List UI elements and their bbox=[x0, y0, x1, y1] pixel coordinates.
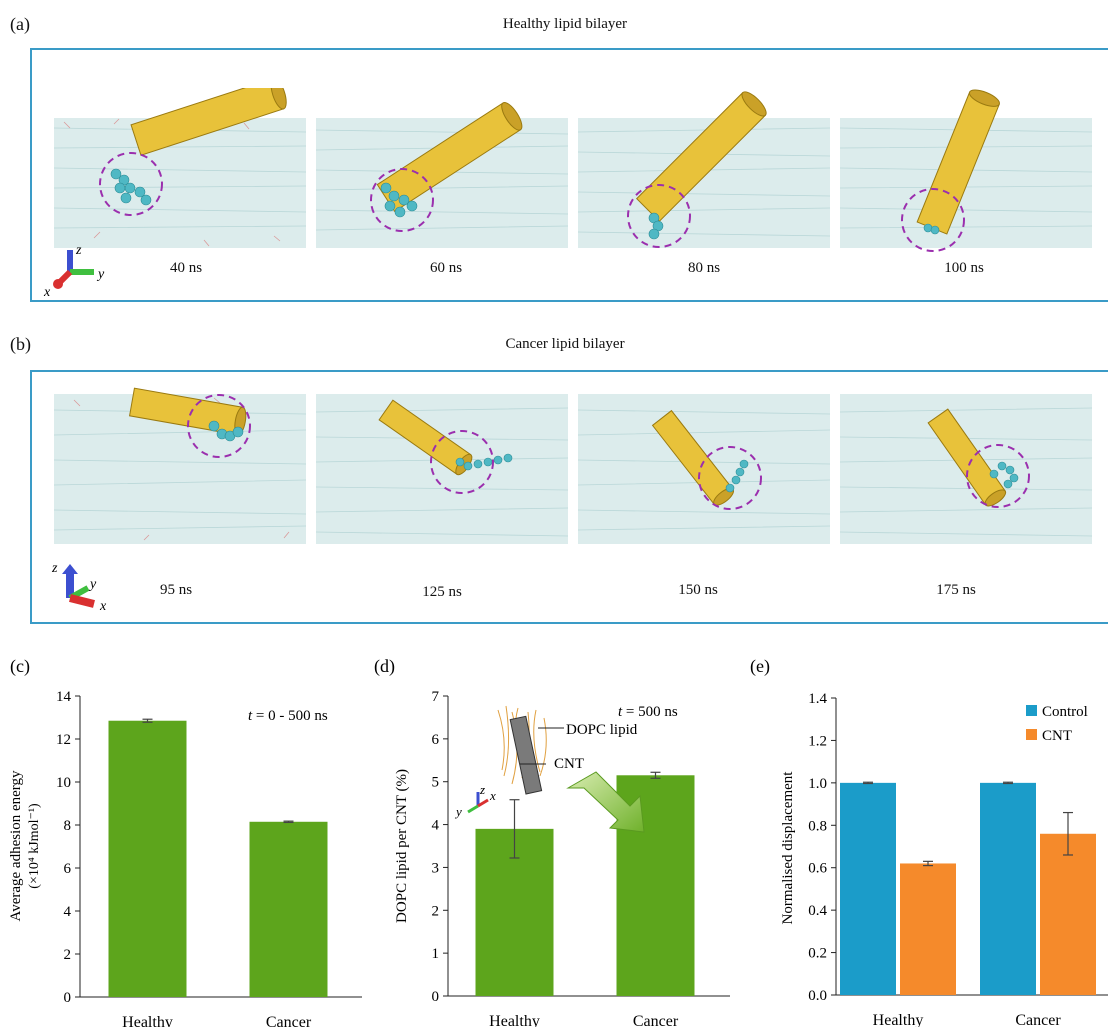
legend-label-cnt: CNT bbox=[1042, 728, 1072, 744]
inset-axis-x: x bbox=[489, 788, 496, 803]
y-tick-label: 0.2 bbox=[808, 946, 827, 962]
y-tick-label: 1.2 bbox=[808, 733, 827, 749]
snapshot-b-175ns bbox=[840, 394, 1092, 544]
y-tick-label: 1 bbox=[432, 946, 440, 962]
inset-axis-y: y bbox=[454, 804, 462, 819]
bar bbox=[900, 863, 956, 995]
axes-triad-b: z y x bbox=[51, 561, 107, 614]
y-tick-label: 2 bbox=[64, 947, 72, 963]
y-axis-label: Normalised displacement bbox=[780, 771, 796, 925]
x-tick-label: Healthy bbox=[489, 1013, 540, 1027]
snapshot-a-100ns bbox=[840, 89, 1092, 252]
x-tick-label: Cancer bbox=[633, 1013, 679, 1027]
snapshot-a-80ns bbox=[578, 91, 830, 248]
y-axis-label: DOPC lipid per CNT (%) bbox=[394, 769, 410, 923]
time-label: 150 ns bbox=[678, 582, 718, 598]
y-tick-label: 1.4 bbox=[808, 691, 827, 707]
axis-y-label: y bbox=[88, 577, 97, 592]
panel-d-label: (d) bbox=[374, 656, 395, 677]
bar bbox=[108, 720, 187, 997]
panel-e-label: (e) bbox=[750, 656, 770, 677]
y-tick-label: 0.4 bbox=[808, 903, 827, 919]
axis-z-label: z bbox=[51, 561, 58, 576]
x-tick-label: Cancer bbox=[266, 1014, 312, 1027]
axis-x-label: x bbox=[43, 285, 51, 298]
time-label: 175 ns bbox=[936, 582, 976, 598]
axes-triad-a: z y x bbox=[43, 243, 105, 298]
snapshot-b-150ns bbox=[578, 394, 830, 544]
panel-a-title: Healthy lipid bilayer bbox=[502, 16, 628, 32]
y-tick-label: 0 bbox=[432, 989, 440, 1005]
time-label: 100 ns bbox=[944, 260, 984, 276]
legend-label-control: Control bbox=[1042, 704, 1088, 720]
y-tick-label: 6 bbox=[432, 732, 440, 748]
snapshot-a-60ns bbox=[316, 101, 568, 248]
panel-c-label: (c) bbox=[10, 656, 30, 677]
bar bbox=[980, 782, 1036, 995]
snapshot-b-95ns bbox=[54, 387, 306, 544]
snapshot-b-125ns bbox=[316, 394, 568, 544]
time-label: 40 ns bbox=[169, 260, 203, 276]
bar bbox=[249, 821, 328, 997]
chart-annotation: t = 500 ns bbox=[618, 704, 678, 720]
panel-b-title: Cancer lipid bilayer bbox=[505, 336, 625, 352]
panel-a-label: (a) bbox=[10, 14, 30, 34]
legend-swatch-cnt bbox=[1026, 729, 1037, 740]
chart-c: (c) 0 2 4 6 8 10 12 14 Healthy Cancer t = 0 - 50… bbox=[8, 656, 362, 1027]
panel-b-label: (b) bbox=[10, 334, 31, 354]
axis-z-label: z bbox=[75, 243, 82, 258]
y-axis-label-units: (×10⁴ kJmol⁻¹) bbox=[27, 803, 42, 889]
time-label: 60 ns bbox=[429, 260, 463, 276]
y-tick-label: 5 bbox=[432, 775, 440, 791]
bar bbox=[1040, 833, 1096, 995]
y-axis-label: Average adhesion energy bbox=[8, 770, 24, 922]
y-tick-label: 12 bbox=[56, 732, 71, 748]
inset-axes-triad: z y x bbox=[454, 782, 496, 819]
panel-b-frame: z y x 95 ns 125 ns 150 ns 175 ns bbox=[30, 370, 1108, 624]
legend: Control CNT bbox=[1026, 704, 1088, 744]
panel-a-frame: z y x 40 ns 60 ns 80 ns 100 ns bbox=[30, 48, 1108, 302]
y-tick-label: 0 bbox=[64, 990, 72, 1006]
bar bbox=[840, 782, 896, 995]
inset-label-dopc: DOPC lipid bbox=[566, 722, 638, 738]
time-label: 80 ns bbox=[687, 260, 721, 276]
x-tick-label: Healthy bbox=[873, 1012, 924, 1027]
inset-label-cnt: CNT bbox=[554, 756, 584, 772]
time-label: 95 ns bbox=[159, 582, 193, 598]
y-tick-label: 4 bbox=[432, 818, 440, 834]
arrow-icon bbox=[566, 771, 645, 833]
y-tick-label: 3 bbox=[432, 860, 440, 876]
y-tick-label: 4 bbox=[64, 904, 72, 920]
y-tick-label: 10 bbox=[56, 775, 71, 791]
chart-d: (d) 0 1 2 3 4 5 6 7 Healthy Cancer DOPC lipid CN… bbox=[374, 656, 730, 1027]
y-tick-label: 6 bbox=[64, 861, 72, 877]
axis-x-label: x bbox=[99, 599, 107, 614]
chart-annotation: t = 0 - 500 ns bbox=[248, 708, 328, 724]
inset-axis-z: z bbox=[479, 782, 485, 797]
y-tick-label: 1.0 bbox=[808, 776, 827, 792]
x-tick-label: Healthy bbox=[122, 1014, 173, 1027]
y-tick-label: 0.6 bbox=[808, 861, 827, 877]
axis-y-label: y bbox=[96, 267, 105, 282]
snapshot-a-40ns bbox=[54, 88, 306, 248]
time-label: 125 ns bbox=[422, 584, 462, 600]
legend-swatch-control bbox=[1026, 705, 1037, 716]
y-tick-label: 8 bbox=[64, 818, 72, 834]
y-tick-label: 2 bbox=[432, 903, 440, 919]
chart-e: (e) 0.0 0.2 0.4 0.6 0.8 1.0 1.2 1.4 Healthy Canc… bbox=[750, 656, 1108, 1027]
y-tick-label: 0.0 bbox=[808, 988, 827, 1004]
y-tick-label: 14 bbox=[56, 689, 72, 705]
x-tick-label: Cancer bbox=[1015, 1012, 1061, 1027]
inset-cnt-lipid-illustration: DOPC lipid CNT bbox=[497, 705, 638, 795]
y-tick-label: 0.8 bbox=[808, 818, 827, 834]
y-tick-label: 7 bbox=[432, 689, 440, 705]
